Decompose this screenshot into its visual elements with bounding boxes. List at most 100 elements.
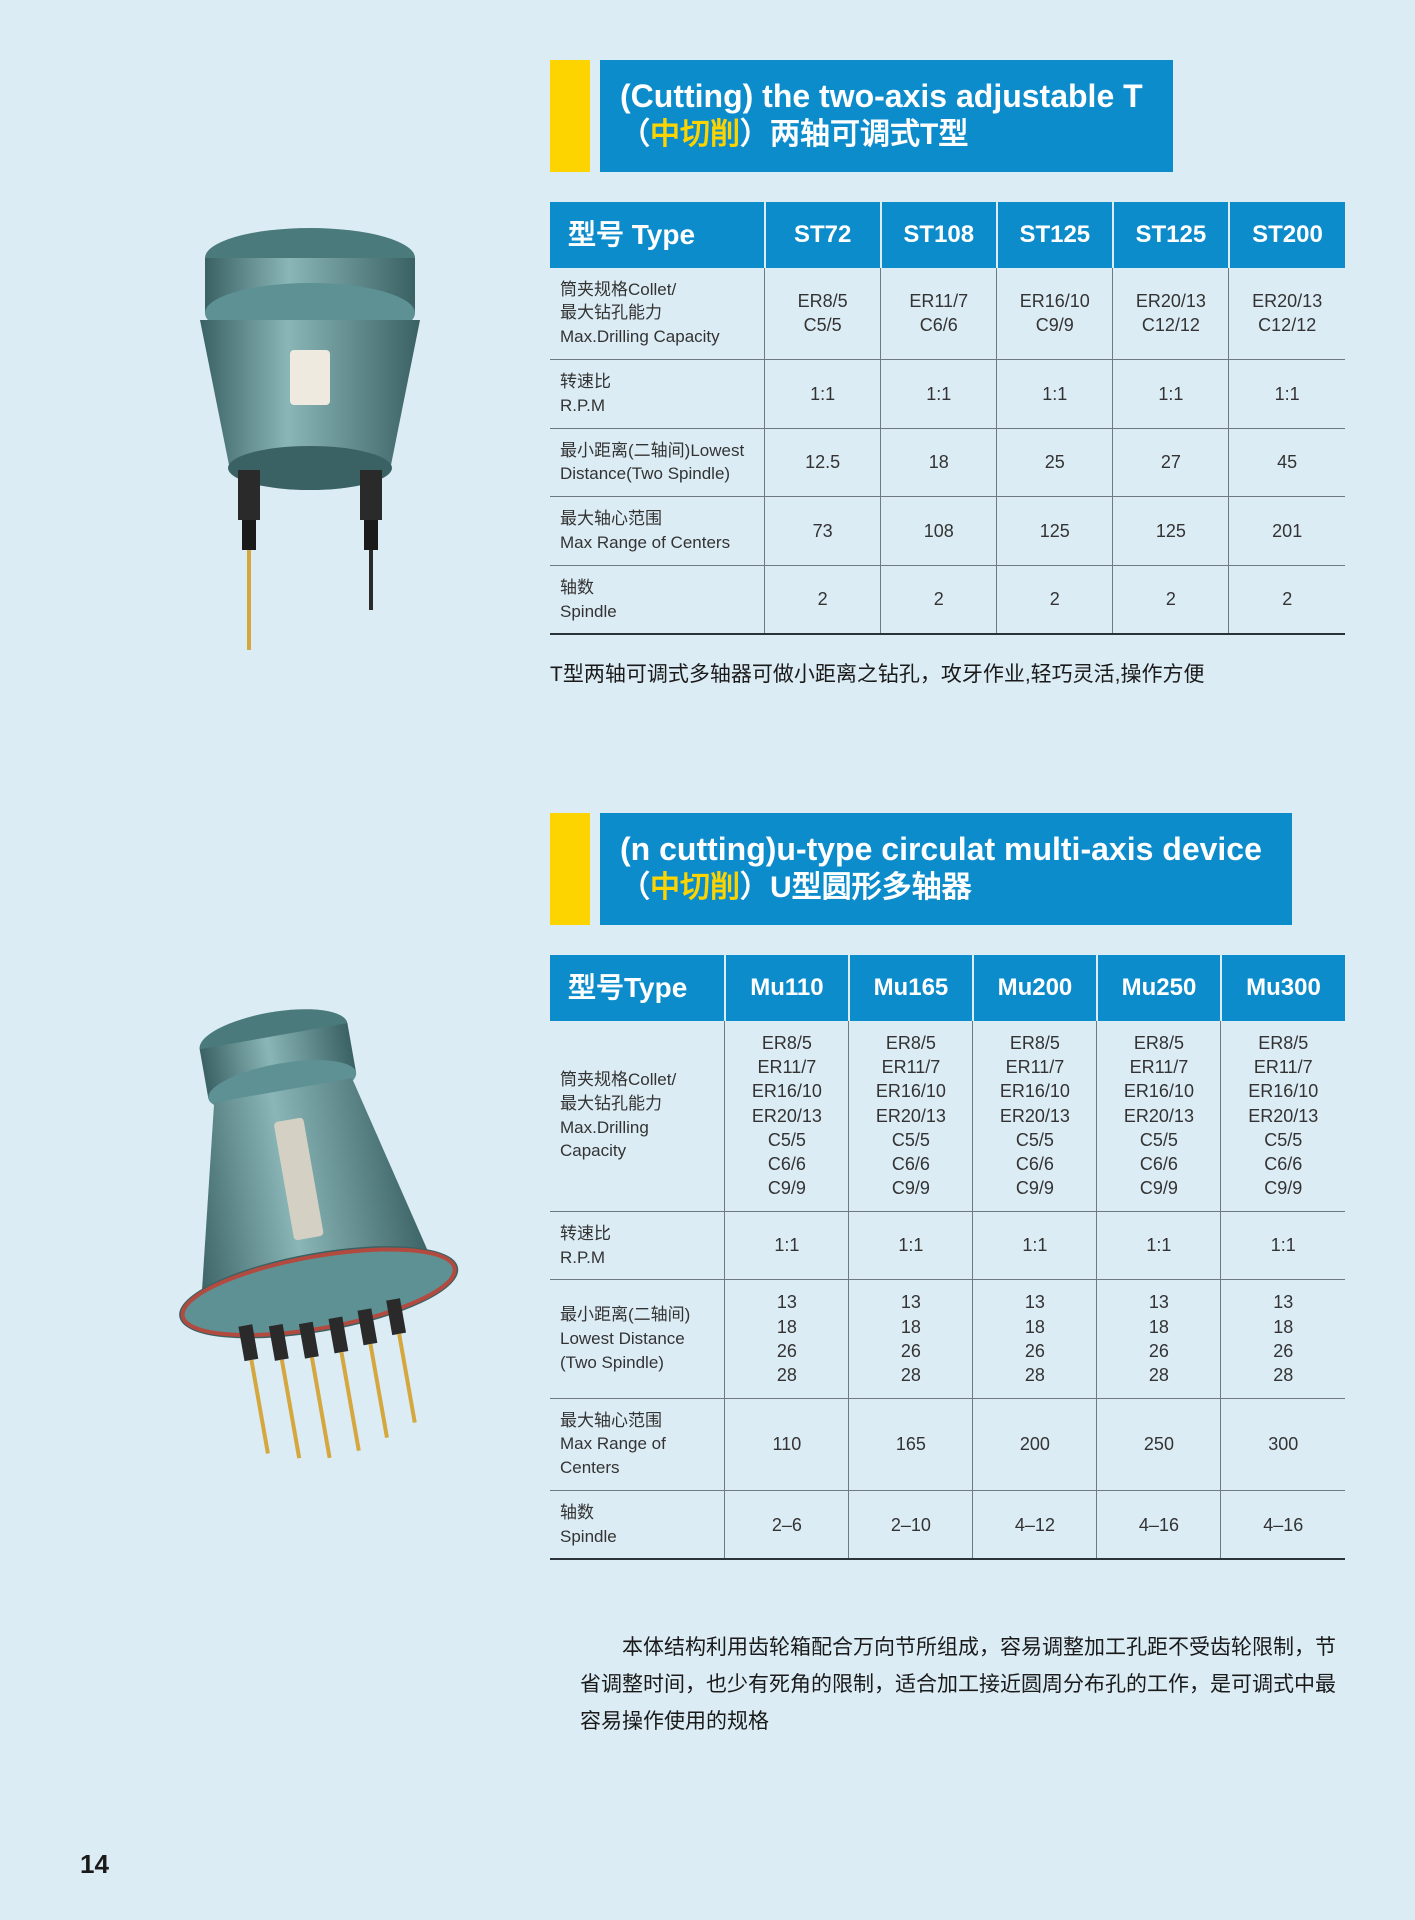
table-header-col: Mu110 xyxy=(725,955,849,1021)
table-header-label: 型号Type xyxy=(550,955,725,1021)
zh-post-1: ）两轴可调式T型 xyxy=(740,118,968,151)
product-image-col-1 xyxy=(70,60,550,660)
content-col-1: (Cutting) the two-axis adjustable T （中切削… xyxy=(550,60,1345,693)
table-cell: 201 xyxy=(1229,497,1345,566)
title-zh-2: （中切削）U型圆形多轴器 xyxy=(620,868,1262,907)
row-label: 最小距离(二轴间)Lowest Distance(Two Spindle) xyxy=(550,1280,725,1398)
zh-pre-2: （ xyxy=(620,871,650,904)
table-cell: 18 xyxy=(881,428,997,497)
table-cell: 4–12 xyxy=(973,1490,1097,1559)
product-image-col-2 xyxy=(70,813,550,1503)
table-cell: ER11/7C6/6 xyxy=(881,268,997,360)
title-bar-1: (Cutting) the two-axis adjustable T （中切削… xyxy=(550,60,1345,172)
table-header-col: ST125 xyxy=(997,202,1113,268)
zh-yellow-2: 中切削 xyxy=(650,871,740,904)
zh-yellow-1: 中切削 xyxy=(650,118,740,151)
table-cell: 13182628 xyxy=(1097,1280,1221,1398)
table-cell: 2 xyxy=(1113,565,1229,634)
u-type-machine-icon xyxy=(110,983,510,1503)
table-cell: 110 xyxy=(725,1398,849,1490)
table-cell: ER8/5ER11/7ER16/10ER20/13C5/5C6/6C9/9 xyxy=(973,1021,1097,1212)
spec-table-2: 型号TypeMu110Mu165Mu200Mu250Mu300筒夹规格Colle… xyxy=(550,955,1345,1561)
table-cell: ER8/5ER11/7ER16/10ER20/13C5/5C6/6C9/9 xyxy=(849,1021,973,1212)
table-cell: 300 xyxy=(1221,1398,1345,1490)
table-row: 最小距离(二轴间)Lowest Distance(Two Spindle)131… xyxy=(550,1280,1345,1398)
table-cell: 13182628 xyxy=(973,1280,1097,1398)
table-header-label: 型号 Type xyxy=(550,202,765,268)
table-cell: 2 xyxy=(1229,565,1345,634)
table-cell: 12.5 xyxy=(765,428,881,497)
table-row: 最大轴心范围Max Range of Centers73108125125201 xyxy=(550,497,1345,566)
title-accent-1 xyxy=(550,60,590,172)
row-label: 轴数Spindle xyxy=(550,565,765,634)
table-cell: ER16/10C9/9 xyxy=(997,268,1113,360)
table-cell: ER8/5ER11/7ER16/10ER20/13C5/5C6/6C9/9 xyxy=(725,1021,849,1212)
table-header-col: Mu300 xyxy=(1221,955,1345,1021)
catalog-page: (Cutting) the two-axis adjustable T （中切削… xyxy=(0,0,1415,1920)
table-row: 转速比R.P.M1:11:11:11:11:1 xyxy=(550,1211,1345,1280)
title-box-1: (Cutting) the two-axis adjustable T （中切削… xyxy=(600,60,1173,172)
content-col-2: (n cutting)u-type circulat multi-axis de… xyxy=(550,813,1345,1560)
spec-table-1: 型号 TypeST72ST108ST125ST125ST200筒夹规格Colle… xyxy=(550,202,1345,636)
table-cell: ER20/13C12/12 xyxy=(1229,268,1345,360)
table-cell: 13182628 xyxy=(725,1280,849,1398)
title-accent-2 xyxy=(550,813,590,925)
table-header-col: ST200 xyxy=(1229,202,1345,268)
zh-pre-1: （ xyxy=(620,118,650,151)
table-cell: 1:1 xyxy=(997,359,1113,428)
row-label: 筒夹规格Collet/最大钻孔能力Max.DrillingCapacity xyxy=(550,1021,725,1212)
table-cell: 1:1 xyxy=(1229,359,1345,428)
table-cell: 125 xyxy=(997,497,1113,566)
table-cell: 1:1 xyxy=(1097,1211,1221,1280)
table-cell: 2 xyxy=(997,565,1113,634)
row-label: 转速比R.P.M xyxy=(550,359,765,428)
table-row: 最小距离(二轴间)LowestDistance(Two Spindle)12.5… xyxy=(550,428,1345,497)
table-cell: 13182628 xyxy=(1221,1280,1345,1398)
section-u-type: (n cutting)u-type circulat multi-axis de… xyxy=(70,813,1345,1560)
table-row: 转速比R.P.M1:11:11:11:11:1 xyxy=(550,359,1345,428)
table-row: 轴数Spindle2–62–104–124–164–16 xyxy=(550,1490,1345,1559)
row-label: 最大轴心范围Max Range ofCenters xyxy=(550,1398,725,1490)
section-t-type: (Cutting) the two-axis adjustable T （中切削… xyxy=(70,60,1345,693)
table-header-col: ST125 xyxy=(1113,202,1229,268)
t-type-machine-icon xyxy=(140,200,480,660)
table-cell: 4–16 xyxy=(1221,1490,1345,1559)
table-cell: ER20/13C12/12 xyxy=(1113,268,1229,360)
table-header-col: ST72 xyxy=(765,202,881,268)
table-cell: 2 xyxy=(765,565,881,634)
row-label: 最大轴心范围Max Range of Centers xyxy=(550,497,765,566)
row-label: 筒夹规格Collet/最大钻孔能力Max.Drilling Capacity xyxy=(550,268,765,360)
page-number: 14 xyxy=(80,1849,109,1880)
table-cell: 200 xyxy=(973,1398,1097,1490)
table-cell: 1:1 xyxy=(725,1211,849,1280)
row-label: 转速比R.P.M xyxy=(550,1211,725,1280)
table-cell: 2–10 xyxy=(849,1490,973,1559)
table-cell: 1:1 xyxy=(881,359,997,428)
table-cell: 1:1 xyxy=(1113,359,1229,428)
table-cell: 125 xyxy=(1113,497,1229,566)
table-header-col: Mu250 xyxy=(1097,955,1221,1021)
table-cell: ER8/5ER11/7ER16/10ER20/13C5/5C6/6C9/9 xyxy=(1221,1021,1345,1212)
table-header-col: ST108 xyxy=(881,202,997,268)
row-label: 最小距离(二轴间)LowestDistance(Two Spindle) xyxy=(550,428,765,497)
table-cell: 13182628 xyxy=(849,1280,973,1398)
table-cell: 2–6 xyxy=(725,1490,849,1559)
table-cell: 27 xyxy=(1113,428,1229,497)
table-cell: 73 xyxy=(765,497,881,566)
title-box-2: (n cutting)u-type circulat multi-axis de… xyxy=(600,813,1292,925)
zh-post-2: ）U型圆形多轴器 xyxy=(740,871,972,904)
row-label: 轴数Spindle xyxy=(550,1490,725,1559)
table-cell: 45 xyxy=(1229,428,1345,497)
table-cell: 2 xyxy=(881,565,997,634)
table-cell: 1:1 xyxy=(1221,1211,1345,1280)
table-cell: 25 xyxy=(997,428,1113,497)
table-cell: 1:1 xyxy=(849,1211,973,1280)
note-1: T型两轴可调式多轴器可做小距离之钻孔，攻牙作业,轻巧灵活,操作方便 xyxy=(550,657,1345,693)
title-en-2: (n cutting)u-type circulat multi-axis de… xyxy=(620,831,1262,868)
table-cell: ER8/5C5/5 xyxy=(765,268,881,360)
table-cell: 1:1 xyxy=(765,359,881,428)
table-cell: 108 xyxy=(881,497,997,566)
table-cell: 1:1 xyxy=(973,1211,1097,1280)
table-header-col: Mu165 xyxy=(849,955,973,1021)
table-row: 筒夹规格Collet/最大钻孔能力Max.DrillingCapacityER8… xyxy=(550,1021,1345,1212)
